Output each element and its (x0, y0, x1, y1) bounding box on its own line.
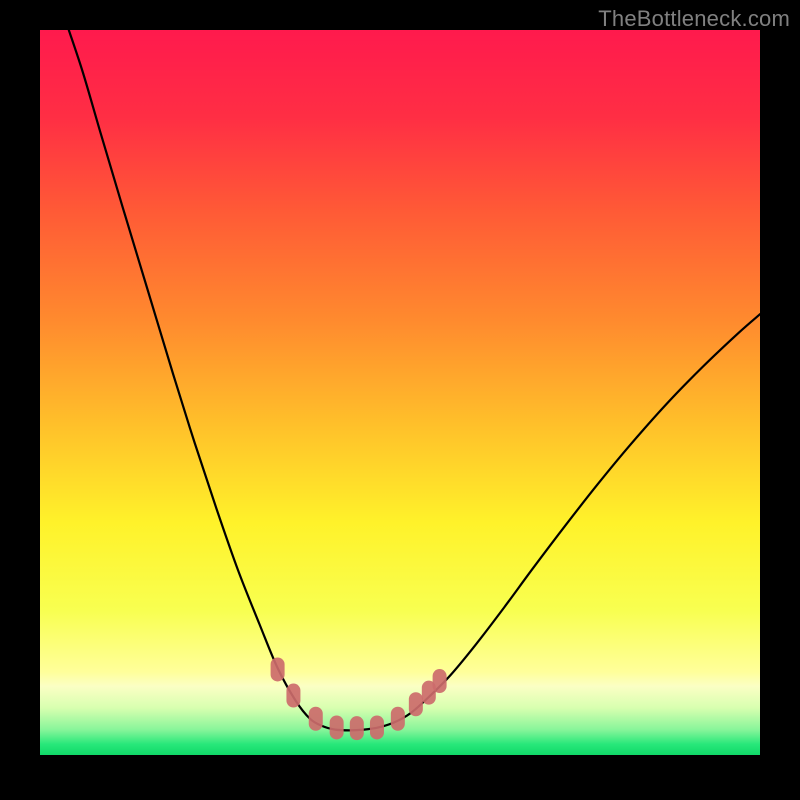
knee-marker (309, 707, 323, 731)
knee-marker (391, 707, 405, 731)
knee-marker (433, 669, 447, 693)
knee-marker (350, 716, 364, 740)
plot-area (40, 30, 760, 755)
knee-marker (409, 692, 423, 716)
knee-marker (330, 715, 344, 739)
watermark-text: TheBottleneck.com (598, 6, 790, 32)
gradient-background (40, 30, 760, 755)
knee-marker (271, 657, 285, 681)
bottleneck-chart (40, 30, 760, 755)
knee-marker (286, 684, 300, 708)
figure-root: TheBottleneck.com (0, 0, 800, 800)
knee-marker (370, 715, 384, 739)
